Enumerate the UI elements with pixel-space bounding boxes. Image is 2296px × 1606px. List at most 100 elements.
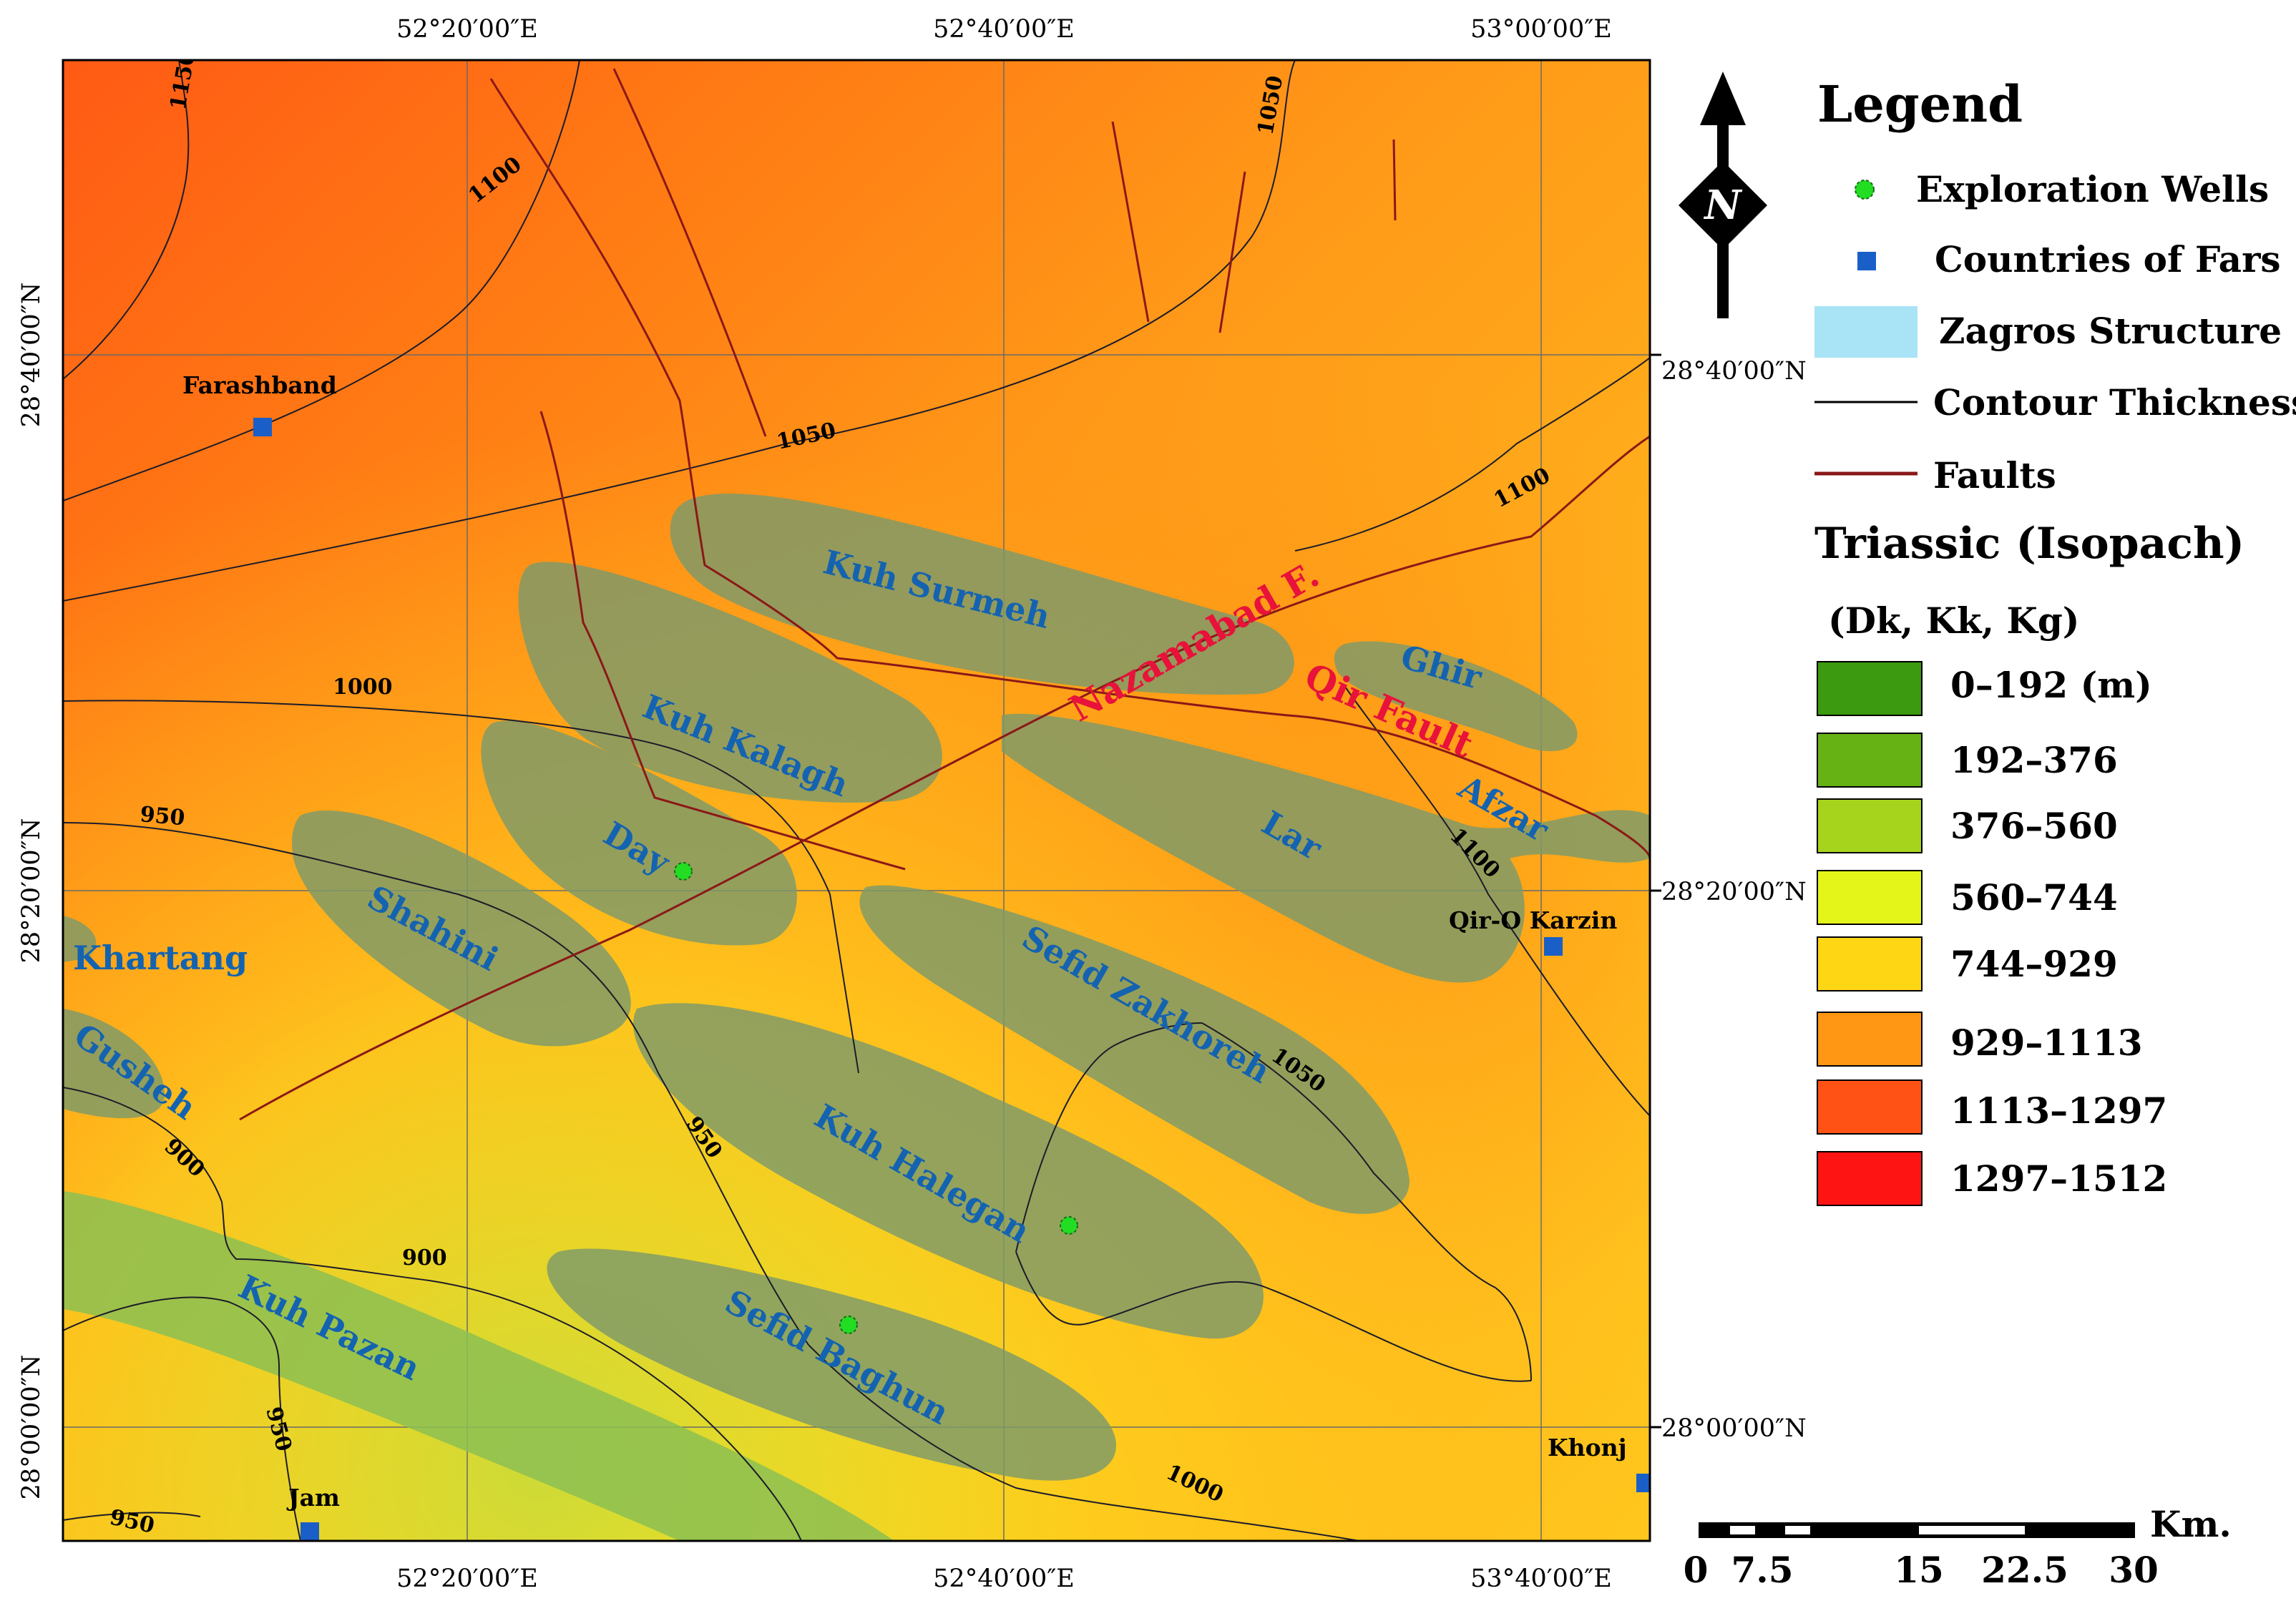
north-label: N (1703, 182, 1742, 229)
structure-kuh-surmeh (670, 493, 1294, 695)
contour-1050-loop (1015, 1251, 1532, 1382)
legend-item-label: Exploration Wells (1916, 168, 2269, 210)
well-marker (1060, 1216, 1078, 1235)
structure-kuh-pazan (63, 1191, 894, 1541)
map-frame: 1150 1100 1050 1050 1100 1000 950 1100 1… (63, 60, 1650, 1541)
contour-900 (63, 1087, 802, 1541)
contour-1100 (63, 60, 580, 501)
legend-item-label: Zagros Structure (1939, 310, 2282, 352)
fault-nazamabad (239, 435, 1650, 1121)
structure-lar-afzar (1002, 713, 1650, 983)
fault-5 (1218, 171, 1246, 333)
legend-swatch-well (1855, 180, 1875, 200)
structure-kuh-kalagh (518, 562, 942, 803)
well-marker (674, 862, 693, 881)
scale-tick: 0 (1684, 1549, 1709, 1591)
legend-ramp-title: Triassic (Isopach) (1814, 519, 2244, 569)
cities: Farashband Qir-O Karzin Jam Khonj (182, 371, 1650, 1541)
legend-ramp: 0–192 (m) 192–376 376–560 560–744 744–92… (1817, 661, 2167, 1206)
legend-swatch-structure (1814, 306, 1918, 358)
contour-1050-north (63, 60, 1296, 602)
scale-tick: 30 (2109, 1549, 2159, 1591)
fault-2 (612, 68, 767, 437)
scale-unit: Km. (2150, 1503, 2232, 1545)
legend-ramp-label: 929–1113 (1950, 1022, 2143, 1064)
legend-ramp-swatch (1817, 661, 1923, 716)
city-marker (253, 418, 272, 436)
legend-ramp-swatch (1817, 936, 1923, 991)
north-arrow: N (1679, 72, 1767, 318)
city-marker (1544, 937, 1563, 956)
structure-khartang-edge (63, 916, 97, 962)
contour-1100-east (1294, 357, 1650, 552)
fault-3 (539, 411, 906, 871)
structure-ghir (1334, 641, 1578, 751)
legend-ramp-swatch (1817, 870, 1923, 925)
legend-ramp-label: 376–560 (1950, 805, 2118, 847)
city-label: Farashband (182, 371, 337, 399)
contour-label: 1000 (333, 675, 393, 700)
contour-950-sw (63, 1512, 201, 1521)
legend-ramp-label: 0–192 (m) (1950, 664, 2152, 706)
legend-ramp-swatch (1817, 1079, 1923, 1135)
legend-item-label: Countries of Fars (1935, 238, 2281, 280)
coord-top: 52°20′00″E (396, 15, 538, 44)
contour-1000 (63, 700, 859, 1074)
structure-sefid-baghun (547, 1248, 1116, 1481)
coord-top: 52°40′00″E (933, 15, 1075, 44)
legend-item-label: Faults (1933, 454, 2056, 496)
contour-label: 900 (402, 1245, 447, 1270)
contour-1050-se (1015, 1022, 1532, 1381)
legend: Legend Exploration Wells Countries of Fa… (1814, 74, 2296, 1206)
legend-ramp-swatch (1817, 733, 1923, 788)
coord-right: 28°00′00″N (1661, 1414, 1807, 1443)
contour-label: 950 (139, 802, 185, 831)
structure-shahini (292, 810, 631, 1047)
legend-ramp-swatch (1817, 1012, 1923, 1067)
legend-item-label: Contour Thickness (1933, 381, 2296, 423)
scale-tick: 22.5 (1981, 1549, 2068, 1591)
legend-title: Legend (1817, 74, 2023, 134)
legend-ramp-swatch (1817, 1151, 1923, 1206)
legend-ramp-label: 744–929 (1950, 943, 2118, 985)
legend-ramp-label: 192–376 (1950, 739, 2118, 781)
structure-gusheh (63, 1009, 165, 1119)
coord-left: 28°00′00″N (17, 1355, 46, 1500)
exploration-wells (674, 862, 1078, 1334)
fault-4 (1111, 121, 1150, 323)
contour-1000-south (808, 1344, 1360, 1541)
legend-swatch-city (1857, 252, 1876, 270)
structure-label: Khartang (73, 939, 248, 977)
city-label: Qir-O Karzin (1449, 906, 1617, 934)
city-label: Khonj (1548, 1434, 1627, 1461)
zagros-structures (63, 493, 1650, 1541)
scale-bar: Km. 0 7.5 15 22.5 30 (1684, 1503, 2232, 1591)
coordinate-labels: 52°20′00″E 52°40′00″E 53°00′00″E 52°20′0… (17, 15, 1807, 1593)
well-marker (839, 1316, 858, 1334)
fault-6 (1392, 139, 1397, 221)
coord-top: 53°00′00″E (1470, 15, 1612, 44)
scale-tick: 15 (1894, 1549, 1944, 1591)
fault-1 (489, 78, 1650, 859)
coord-left: 28°20′00″N (17, 818, 46, 964)
city-marker (1636, 1474, 1650, 1492)
coord-bottom: 53°40′00″E (1470, 1565, 1612, 1593)
coord-right: 28°20′00″N (1661, 878, 1807, 906)
contour-1100-se (1344, 686, 1650, 1117)
legend-ramp-label: 560–744 (1950, 876, 2118, 919)
contour-1150 (63, 60, 190, 380)
coord-right: 28°40′00″N (1661, 357, 1807, 386)
city-label: Jam (286, 1484, 340, 1512)
legend-ramp-label: 1297–1512 (1950, 1157, 2167, 1200)
legend-ramp-label: 1113–1297 (1950, 1090, 2167, 1132)
city-marker (301, 1522, 319, 1541)
structure-sefid-zakhoreh (859, 885, 1410, 1214)
map-border (62, 59, 1651, 1542)
scale-tick: 7.5 (1731, 1549, 1794, 1591)
coord-left: 28°40′00″N (17, 283, 46, 428)
structure-kuh-halegan (633, 1003, 1264, 1339)
legend-ramp-swatch (1817, 798, 1923, 853)
coord-bottom: 52°20′00″E (396, 1565, 538, 1593)
structure-day (481, 720, 797, 946)
